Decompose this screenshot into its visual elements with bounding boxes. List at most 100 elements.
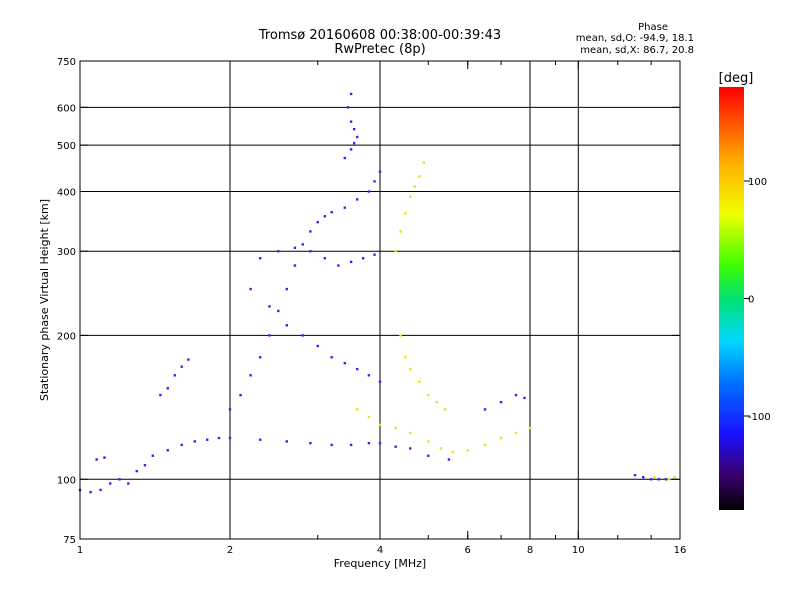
data-point [409, 447, 412, 450]
y-tick-label: 500 [57, 141, 76, 152]
data-point [649, 478, 653, 481]
phase-box-title: Phase [638, 22, 668, 33]
data-point [343, 206, 347, 209]
data-point [483, 443, 487, 447]
chart-title-line1: Tromsø 20160608 00:38:00-00:39:43 [258, 28, 501, 43]
x-tick-label: 1 [77, 545, 83, 556]
data-point [443, 408, 447, 411]
data-point [316, 344, 319, 348]
colorbar-tick-label: 100 [748, 177, 767, 188]
data-point [349, 148, 353, 151]
data-point [259, 438, 262, 441]
data-point [418, 175, 421, 178]
colorbar-ticks: 100 0 -100 [744, 177, 771, 423]
data-point [343, 156, 347, 160]
data-point [293, 264, 297, 267]
y-tick-label: 400 [57, 187, 76, 198]
data-point [427, 454, 430, 457]
data-point [657, 478, 660, 481]
data-point [301, 243, 305, 246]
x-tick-label: 2 [227, 545, 233, 556]
data-point [404, 356, 407, 359]
x-tick-label: 6 [465, 545, 471, 556]
data-point [652, 476, 656, 479]
data-point [99, 488, 102, 492]
data-point [330, 356, 333, 359]
data-point [514, 431, 518, 435]
data-point [499, 436, 503, 440]
data-point [355, 367, 359, 371]
data-point [259, 257, 262, 260]
data-point [439, 447, 443, 450]
data-point [127, 482, 130, 485]
data-point [378, 423, 382, 427]
data-point [447, 458, 451, 461]
data-point [466, 449, 469, 452]
data-point [349, 120, 353, 123]
chart-title-line2: RwPretec (8p) [334, 42, 425, 57]
data-point [285, 440, 288, 443]
data-point [352, 127, 356, 131]
data-point [103, 456, 106, 459]
data-point [355, 408, 359, 411]
data-point [483, 408, 487, 411]
data-point [349, 92, 353, 96]
data-point [228, 408, 232, 411]
data-point [367, 415, 371, 419]
y-axis-label: Stationary phase Virtual Height [km] [38, 199, 51, 401]
data-point [180, 365, 183, 368]
data-point [633, 473, 637, 477]
data-point [394, 426, 397, 430]
data-point [528, 426, 532, 430]
data-point [514, 393, 518, 397]
x-tick-label: 16 [674, 545, 687, 556]
data-point [109, 482, 112, 485]
data-point [330, 211, 333, 214]
data-point [409, 367, 412, 371]
data-point [413, 185, 417, 188]
data-point [323, 257, 327, 260]
data-point [367, 441, 371, 445]
data-point [346, 106, 350, 109]
colorbar-tick-label: 0 [748, 295, 754, 306]
y-tick-label: 750 [57, 57, 76, 68]
data-point [249, 287, 252, 291]
data-point [427, 393, 430, 397]
data-point [268, 334, 271, 337]
data-point [373, 180, 376, 183]
data-point [285, 324, 288, 327]
data-point [316, 221, 319, 224]
data-point [151, 454, 155, 457]
data-point [239, 393, 242, 397]
data-point [349, 443, 353, 447]
data-point [285, 287, 288, 291]
data-point [373, 253, 376, 256]
data-point [378, 441, 382, 445]
data-point [404, 212, 407, 215]
data-point [422, 161, 426, 164]
data-point [427, 440, 430, 443]
y-tick-label: 200 [57, 331, 76, 342]
y-tick-label: 75 [63, 535, 76, 546]
colorbar [719, 87, 744, 510]
data-point [523, 396, 526, 400]
y-tick-label: 100 [57, 475, 76, 486]
data-point [159, 393, 162, 397]
data-point [409, 431, 412, 435]
data-point [355, 135, 359, 139]
data-point [166, 387, 169, 390]
data-point [268, 305, 271, 308]
data-point [667, 478, 671, 481]
data-point [378, 380, 382, 383]
data-point [642, 476, 645, 479]
data-point [349, 260, 353, 264]
data-point [352, 141, 356, 145]
data-point [293, 246, 297, 249]
y-tick-label: 300 [57, 247, 76, 258]
colorbar-tick-label: -100 [748, 412, 771, 423]
data-point [173, 374, 177, 377]
data-point [337, 264, 340, 267]
x-tick-label: 10 [572, 545, 585, 556]
data-point [180, 443, 183, 447]
